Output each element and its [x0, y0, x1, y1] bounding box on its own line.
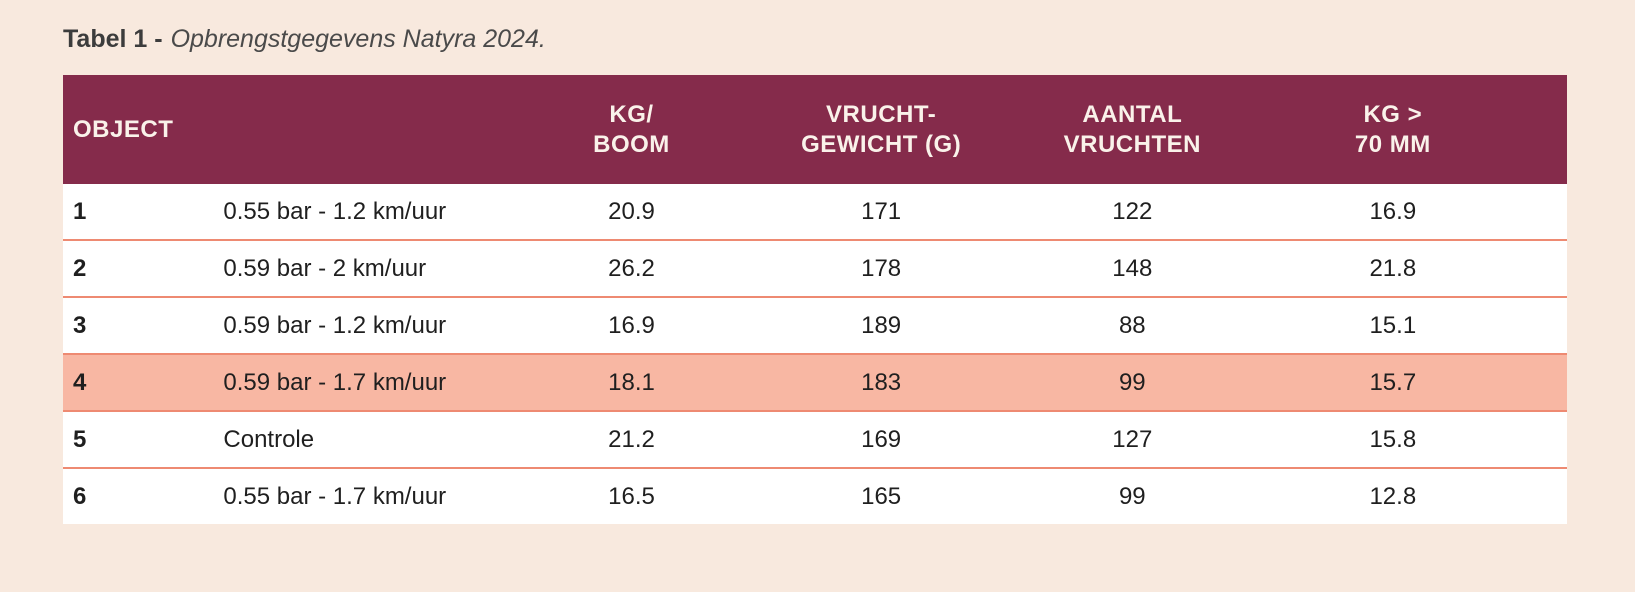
table-title: Tabel 1 - Opbrengstgegevens Natyra 2024.: [63, 24, 1567, 54]
cell-treatment: 0.55 bar - 1.2 km/uur: [223, 197, 447, 225]
cell-treatment: Controle: [213, 410, 507, 468]
table-title-caption: Opbrengstgegevens Natyra 2024.: [170, 25, 546, 53]
cell-vruchtgewicht: 178: [756, 239, 1006, 297]
table-title-label: Tabel 1 -: [63, 25, 163, 53]
cell-aantal: 88: [1005, 296, 1259, 354]
cell-kg-70mm: 15.1: [1258, 296, 1567, 354]
cell-object: 4: [63, 353, 214, 411]
table-row: 2 0.59 bar - 2 km/uur 26.2 178 148 21.8: [63, 239, 1567, 297]
cell-treatment: 0.59 bar - 1.7 km/uur: [213, 353, 507, 411]
cell-kg-70mm: 12.8: [1258, 467, 1567, 524]
cell-kg-boom: 16.9: [506, 296, 757, 354]
cell-kg-boom: 21.2: [506, 410, 757, 468]
cell-vruchtgewicht: 183: [756, 353, 1006, 411]
cell-aantal: 99: [1005, 353, 1259, 411]
cell-vruchtgewicht: 165: [756, 467, 1006, 524]
table-row: 5 Controle 21.2 169 127 15.8: [63, 410, 1567, 468]
header-row: OBJECT KG/ BOOM VRUCHT- GEWICHT (G) AANT…: [63, 75, 1567, 184]
cell-object: 6: [63, 467, 214, 524]
page: Tabel 1 - Opbrengstgegevens Natyra 2024. …: [63, 24, 1567, 524]
column-header-aantal: AANTAL VRUCHTEN: [1005, 75, 1259, 184]
table-row: 3 0.59 bar - 1.2 km/uur 16.9 189 88 15.1: [63, 296, 1567, 354]
cell-kg-70mm: 15.8: [1258, 410, 1567, 468]
data-table: OBJECT KG/ BOOM VRUCHT- GEWICHT (G) AANT…: [63, 75, 1567, 524]
cell-object: 1: [73, 197, 87, 225]
cell-kg-boom: 20.9: [608, 197, 655, 225]
table-row-highlighted: 4 0.59 bar - 1.7 km/uur 18.1 183 99 15.7: [63, 353, 1567, 411]
table-row: 6 0.55 bar - 1.7 km/uur 16.5 165 99 12.8: [63, 467, 1567, 524]
cell-treatment: 0.55 bar - 1.7 km/uur: [213, 467, 507, 524]
cell-aantal: 148: [1005, 239, 1259, 297]
column-header-object: OBJECT: [63, 75, 214, 184]
cell-vruchtgewicht: 171: [861, 197, 902, 225]
cell-vruchtgewicht: 189: [756, 296, 1006, 354]
cell-kg-70mm: 21.8: [1258, 239, 1567, 297]
cell-vruchtgewicht: 169: [756, 410, 1006, 468]
cell-kg-70mm: 16.9: [1369, 197, 1417, 225]
column-header-treatment: [213, 75, 507, 184]
cell-treatment: 0.59 bar - 2 km/uur: [213, 239, 507, 297]
table-row: 1 0.55 bar - 1.2 km/uur 20.9 171 122 16.…: [63, 184, 1567, 240]
cell-object: 3: [63, 296, 214, 354]
cell-kg-boom: 18.1: [506, 353, 757, 411]
cell-treatment: 0.59 bar - 1.2 km/uur: [213, 296, 507, 354]
cell-aantal: 122: [1112, 197, 1153, 225]
cell-kg-70mm: 15.7: [1258, 353, 1567, 411]
column-header-kg-70mm: KG > 70 MM: [1258, 75, 1567, 184]
cell-kg-boom: 16.5: [506, 467, 757, 524]
cell-object: 5: [63, 410, 214, 468]
cell-object: 2: [63, 239, 214, 297]
column-header-vruchtgewicht: VRUCHT- GEWICHT (G): [756, 75, 1006, 184]
cell-aantal: 99: [1005, 467, 1259, 524]
column-header-kg-boom: KG/ BOOM: [506, 75, 757, 184]
cell-kg-boom: 26.2: [506, 239, 757, 297]
cell-aantal: 127: [1005, 410, 1259, 468]
